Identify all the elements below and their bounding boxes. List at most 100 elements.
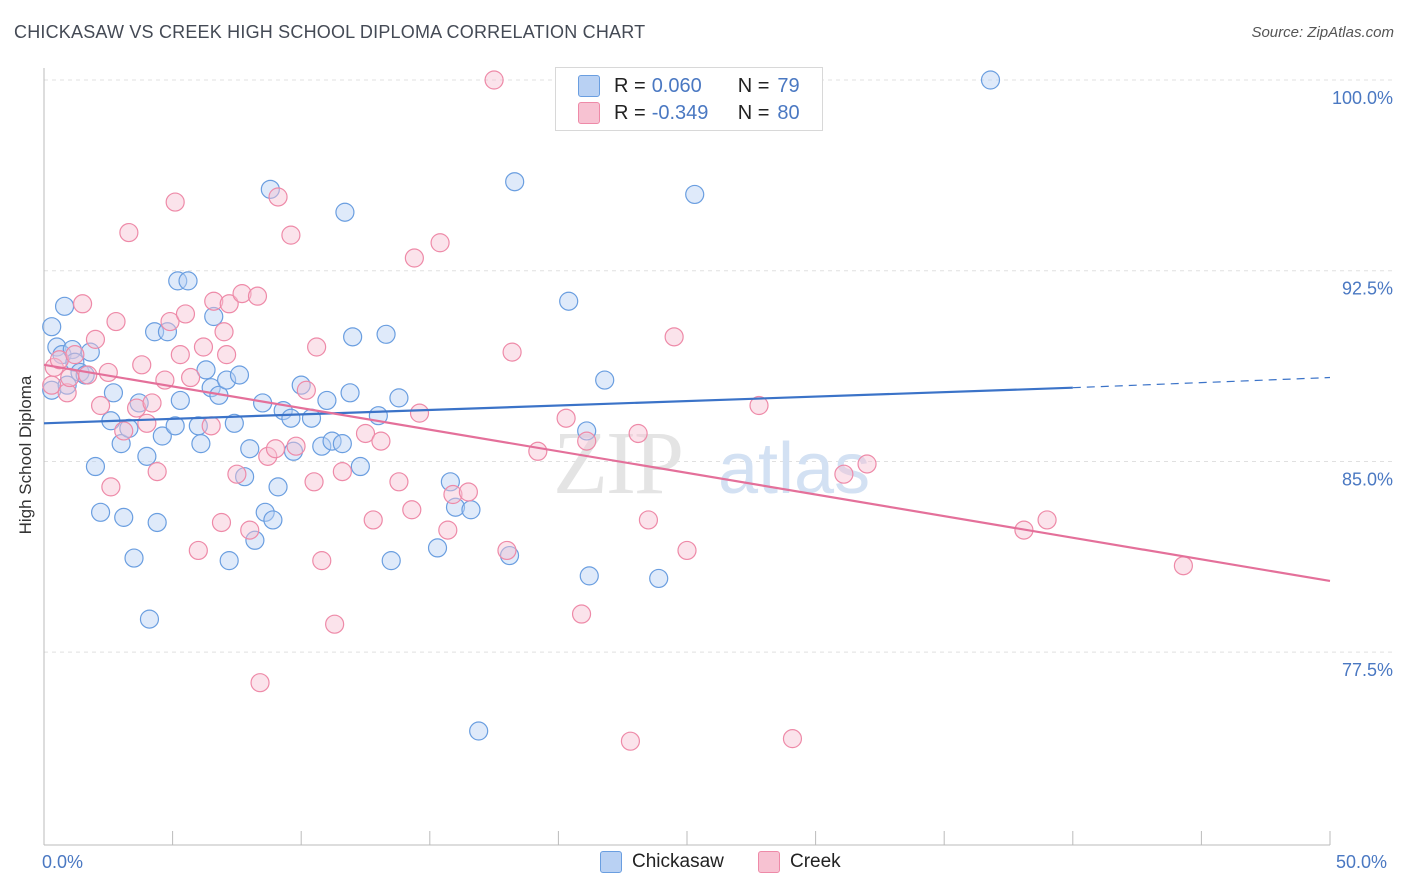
creek-point xyxy=(858,455,876,473)
chickasaw-legend-label: Chickasaw xyxy=(632,851,724,873)
axes-layer xyxy=(44,68,1330,845)
creek-point xyxy=(218,346,236,364)
r-label: R = xyxy=(614,75,646,98)
creek-point xyxy=(228,465,246,483)
creek-point xyxy=(405,249,423,267)
ytick-layer: 100.0% 92.5% 85.0% 77.5% xyxy=(1332,88,1393,680)
chickasaw-point xyxy=(650,569,668,587)
r-label: R = xyxy=(614,102,646,125)
creek-point xyxy=(107,313,125,331)
creek-point xyxy=(297,381,315,399)
creek-point xyxy=(573,605,591,623)
creek-point xyxy=(79,366,97,384)
chickasaw-point xyxy=(336,203,354,221)
creek-point xyxy=(266,440,284,458)
creek-point xyxy=(99,363,117,381)
creek-legend-label: Creek xyxy=(790,851,841,873)
creek-n-value: 80 xyxy=(777,102,799,125)
chickasaw-point xyxy=(560,292,578,310)
chickasaw-point xyxy=(341,384,359,402)
legend-row-creek: R = -0.349 N = 80 xyxy=(578,100,800,126)
chickasaw-point xyxy=(220,552,238,570)
series-creek xyxy=(43,71,1193,750)
creek-point xyxy=(498,541,516,559)
creek-point xyxy=(241,521,259,539)
chickasaw-point xyxy=(596,371,614,389)
creek-point xyxy=(182,369,200,387)
chickasaw-point xyxy=(92,503,110,521)
creek-point xyxy=(411,404,429,422)
series-chickasaw xyxy=(43,71,1000,740)
creek-point xyxy=(665,328,683,346)
creek-r-value: -0.349 xyxy=(652,102,722,125)
creek-point xyxy=(215,323,233,341)
x-tick-label-max: 50.0% xyxy=(1336,852,1387,873)
chickasaw-point xyxy=(580,567,598,585)
creek-point xyxy=(678,541,696,559)
creek-point xyxy=(189,541,207,559)
creek-point xyxy=(439,521,457,539)
chickasaw-point xyxy=(138,447,156,465)
chickasaw-legend-swatch xyxy=(600,851,622,873)
creek-point xyxy=(194,338,212,356)
chickasaw-point xyxy=(179,272,197,290)
creek-point xyxy=(133,356,151,374)
creek-point xyxy=(639,511,657,529)
creek-point xyxy=(305,473,323,491)
y-tick-label: 85.0% xyxy=(1342,469,1393,489)
creek-point xyxy=(333,463,351,481)
creek-point xyxy=(287,437,305,455)
y-tick-label: 100.0% xyxy=(1332,88,1393,108)
creek-point xyxy=(313,552,331,570)
chickasaw-point xyxy=(230,366,248,384)
creek-point xyxy=(248,287,266,305)
creek-point xyxy=(1174,557,1192,575)
chickasaw-point xyxy=(344,328,362,346)
chickasaw-point xyxy=(377,325,395,343)
creek-point xyxy=(176,305,194,323)
chickasaw-point xyxy=(333,435,351,453)
creek-point xyxy=(171,346,189,364)
creek-point xyxy=(459,483,477,501)
creek-point xyxy=(120,224,138,242)
chickasaw-r-value: 0.060 xyxy=(652,75,722,98)
chickasaw-point xyxy=(125,549,143,567)
chickasaw-point xyxy=(429,539,447,557)
creek-point xyxy=(557,409,575,427)
chickasaw-point xyxy=(56,297,74,315)
chickasaw-point xyxy=(241,440,259,458)
creek-point xyxy=(485,71,503,89)
legend-item-chickasaw: Chickasaw xyxy=(600,851,724,873)
creek-point xyxy=(166,193,184,211)
watermark-zip: ZIP xyxy=(553,414,682,513)
creek-point xyxy=(403,501,421,519)
points-layer xyxy=(43,71,1193,750)
creek-point xyxy=(251,674,269,692)
scatter-plot: ZIP atlas 100.0%92.5%85.0%77.5% xyxy=(0,0,1406,892)
legend-row-chickasaw: R = 0.060 N = 79 xyxy=(578,73,800,99)
chickasaw-point xyxy=(115,508,133,526)
y-tick-label: 77.5% xyxy=(1342,660,1393,680)
chickasaw-trend-extension xyxy=(1073,378,1330,388)
chickasaw-point xyxy=(171,391,189,409)
creek-point xyxy=(529,442,547,460)
chickasaw-point xyxy=(506,173,524,191)
creek-point xyxy=(364,511,382,529)
creek-point xyxy=(326,615,344,633)
creek-point xyxy=(138,414,156,432)
chickasaw-point xyxy=(686,185,704,203)
creek-point xyxy=(503,343,521,361)
chickasaw-point xyxy=(269,478,287,496)
creek-point xyxy=(390,473,408,491)
creek-point xyxy=(202,417,220,435)
creek-point xyxy=(269,188,287,206)
x-tick-label-min: 0.0% xyxy=(42,852,83,873)
stats-legend: R = 0.060 N = 79 R = -0.349 N = 80 xyxy=(555,67,823,131)
chickasaw-point xyxy=(86,458,104,476)
creek-point xyxy=(148,463,166,481)
chickasaw-point xyxy=(148,513,166,531)
chickasaw-point xyxy=(318,391,336,409)
y-tick-label: 92.5% xyxy=(1342,279,1393,299)
chickasaw-point xyxy=(462,501,480,519)
chickasaw-point xyxy=(470,722,488,740)
